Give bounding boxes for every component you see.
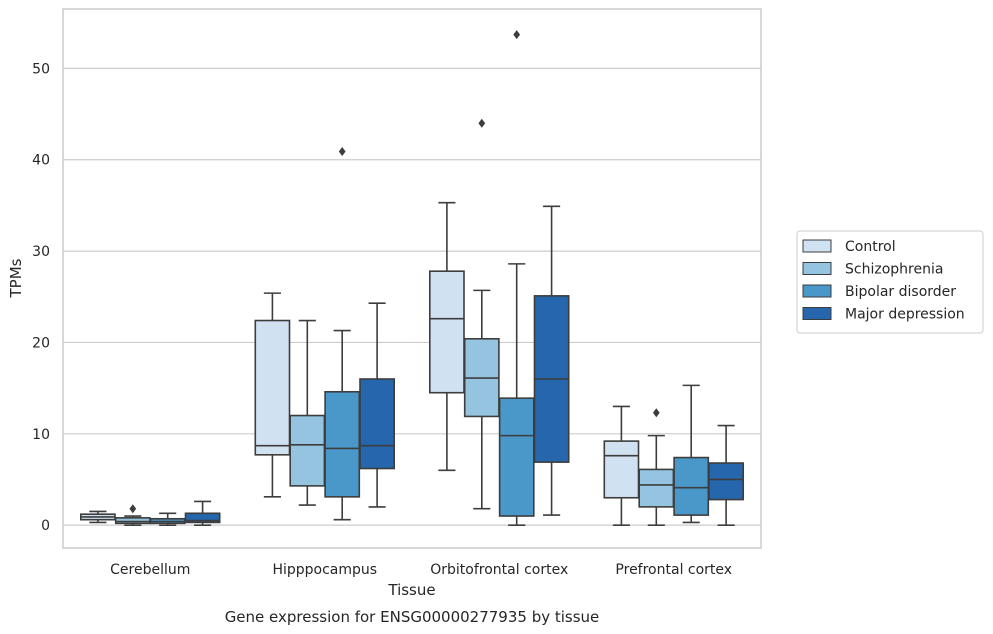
box-2-3 xyxy=(533,205,570,516)
box-1-2 xyxy=(324,147,361,521)
legend-label: Schizophrenia xyxy=(845,262,943,278)
box-iqr xyxy=(428,270,465,394)
box-series xyxy=(79,30,745,526)
box-3-3 xyxy=(708,424,745,526)
x-axis-label: Tissue xyxy=(387,581,435,599)
legend-label: Control xyxy=(845,239,896,255)
gridlines xyxy=(63,67,761,526)
plot-area xyxy=(62,8,762,549)
y-tick-label: 10 xyxy=(32,427,50,443)
legend-swatch xyxy=(802,284,832,298)
box-iqr xyxy=(324,390,361,498)
legend-label: Major depression xyxy=(845,307,965,323)
legend-label: Bipolar disorder xyxy=(845,284,956,300)
y-tick-label: 0 xyxy=(41,518,50,534)
box-3-0 xyxy=(603,405,640,526)
outlier-point xyxy=(652,408,660,418)
box-3-1 xyxy=(638,408,675,526)
legend-frame xyxy=(796,230,984,334)
outlier-point xyxy=(478,118,486,128)
box-1-3 xyxy=(359,302,396,508)
y-axis-label: TPMs xyxy=(7,258,25,298)
box-0-1 xyxy=(114,504,151,526)
box-0-0 xyxy=(79,510,116,524)
chart-caption: Gene expression for ENSG00000277935 by t… xyxy=(225,608,600,626)
legend-swatch xyxy=(802,239,832,253)
box-iqr xyxy=(254,319,291,456)
y-tick-labels: 0 10 20 30 40 50 xyxy=(32,61,50,534)
x-tick-label: Cerebellum xyxy=(110,562,190,578)
box-iqr xyxy=(114,517,151,525)
box-2-1 xyxy=(463,118,500,510)
y-tick-label: 40 xyxy=(32,153,50,169)
box-iqr xyxy=(359,378,396,470)
box-3-2 xyxy=(673,384,710,524)
legend-swatch xyxy=(802,262,832,275)
legend-swatch xyxy=(802,307,832,320)
x-tick-label: Orbitofrontal cortex xyxy=(430,562,568,578)
outlier-point xyxy=(129,504,137,514)
y-tick-label: 20 xyxy=(32,335,50,351)
box-1-1 xyxy=(289,319,326,506)
x-tick-label: Hipppocampus xyxy=(272,562,377,578)
box-iqr xyxy=(498,397,535,517)
outlier-point xyxy=(338,147,346,157)
box-0-2 xyxy=(149,512,186,526)
x-tick-labels: Cerebellum Hipppocampus Orbitofrontal cort… xyxy=(110,562,732,578)
box-iqr xyxy=(638,468,675,508)
y-tick-label: 30 xyxy=(32,244,50,260)
box-0-3 xyxy=(184,500,221,526)
box-iqr xyxy=(708,462,745,501)
box-iqr xyxy=(673,456,710,516)
legend: Control Schizophrenia Bipolar disorder Majo… xyxy=(796,230,984,334)
box-2-2 xyxy=(498,30,535,526)
x-tick-label: Prefrontal cortex xyxy=(615,562,732,578)
outlier-point xyxy=(513,30,521,40)
y-tick-label: 50 xyxy=(32,61,50,77)
box-iqr xyxy=(289,414,326,487)
box-iqr xyxy=(184,512,221,524)
box-iqr xyxy=(603,440,640,499)
box-1-0 xyxy=(254,292,291,498)
box-2-0 xyxy=(428,201,465,472)
